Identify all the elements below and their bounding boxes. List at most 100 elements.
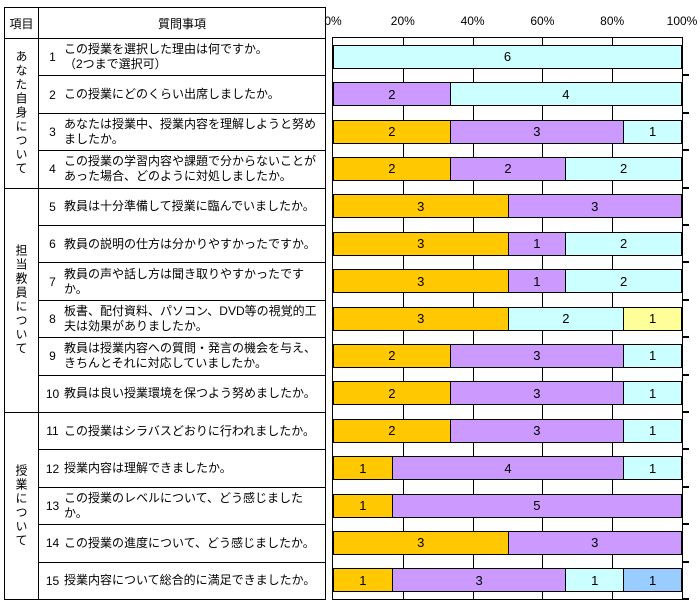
question-number: 13 [45,499,60,514]
question-row: 13 この授業のレベルについて、どう感じましたか。 [39,488,325,526]
bar-segment: 1 [334,494,392,517]
segment-value-label: 2 [388,124,396,140]
question-text: この授業を選択した理由は何ですか。 （2つまで選択可） [64,42,268,72]
segment-value-label: 2 [388,423,396,439]
bar-segment: 4 [391,457,624,480]
question-row: 2 この授業にどのくらい出席しましたか。 [39,76,325,114]
stacked-bar: 3 2 1 [333,306,682,331]
bar-segment: 1 [623,382,681,405]
bar-segment: 1 [623,344,681,367]
bar-segment: 3 [334,232,508,255]
axis-tick-label: 100% [666,14,698,28]
bar-row: 3 2 1 [333,300,682,337]
segment-value-label: 3 [417,198,425,214]
segment-value-label: 4 [562,86,570,102]
segment-value-label: 3 [475,572,483,588]
bar-segment: 3 [507,531,681,554]
question-text: 板書、配付資料、パソコン、DVD等の視覚的工夫は効果がありましたか。 [64,304,317,334]
segment-value-label: 1 [648,385,657,401]
question-row: 7 教員の声や話し方は聞き取りやすかったですか。 [39,263,325,301]
segment-value-label: 3 [533,423,541,439]
bar-row: 2 3 1 [333,375,682,412]
question-row: 3 あなたは授業中、授業内容を理解しようと努めましたか。 [39,114,325,152]
question-text: この授業の進度について、どう感じましたか。 [64,535,315,550]
bar-segment: 1 [334,457,392,480]
category-tick [683,485,689,488]
segment-value-label: 3 [417,535,425,551]
question-table: 項目 質問事項 あなた自身について 担当教員について 授業について 1 この授業を選択… [4,7,326,600]
segment-value-label: 5 [533,498,541,514]
segment-value-label: 1 [648,460,657,476]
bar-row: 1 4 1 [333,449,682,486]
bar-segment: 3 [334,270,508,293]
category-tick [683,74,689,77]
segment-value-label: 2 [388,161,396,177]
axis-tick-label: 20% [390,14,415,28]
segment-value-label: 3 [533,385,541,401]
category-tick [683,373,689,376]
question-text: 教員の説明の仕方は分かりやすかったですか。 [64,236,316,251]
segment-value-label: 1 [648,311,657,327]
bar-segment: 3 [449,120,624,143]
axis-tick-label: 80% [600,14,625,28]
bar-segment: 6 [334,45,681,68]
question-row: 8 板書、配付資料、パソコン、DVD等の視覚的工夫は効果がありましたか。 [39,301,325,339]
question-text: 教員は授業内容への質問・発言の機会を与え、きちんとそれに対応していましたか。 [64,341,317,371]
question-row: 11 この授業はシラバスどおりに行われましたか。 [39,413,325,451]
category-tick [683,598,689,600]
bar-segment: 1 [507,270,566,293]
category-tick [683,560,689,563]
stacked-bar: 6 [333,44,682,69]
bar-segment: 1 [623,120,681,143]
category-column-header: 項目 [5,8,39,38]
category-tick [683,186,689,189]
bar-segment: 3 [449,344,624,367]
segment-value-label: 3 [591,535,599,551]
segment-value-label: 3 [533,124,541,140]
segment-value-label: 3 [417,273,425,289]
bar-row: 3 1 2 [333,262,682,299]
segment-value-label: 3 [417,311,425,327]
group-column: あなた自身について 担当教員について 授業について [5,39,39,599]
bar-segment: 3 [334,531,508,554]
segment-value-label: 1 [533,236,541,252]
axis-tick-label: 0% [324,14,342,28]
bar-segment: 2 [507,307,624,330]
segment-value-label: 2 [620,273,628,289]
stacked-bar: 3 1 2 [333,231,682,256]
bar-row: 2 3 1 [333,113,682,150]
bar-row: 1 3 1 1 [333,562,682,599]
bar-segment: 2 [334,382,450,405]
segment-value-label: 3 [417,236,425,252]
bar-segment: 3 [334,307,508,330]
bar-segment: 1 [623,457,681,480]
category-tick [683,298,689,301]
bar-row: 2 2 2 [333,150,682,187]
segment-value-label: 2 [620,236,628,252]
question-row: 6 教員の説明の仕方は分かりやすかったですか。 [39,226,325,264]
bar-segment: 2 [334,419,450,442]
segment-value-label: 2 [388,385,396,401]
stacked-bar: 2 3 1 [333,343,682,368]
axis-tick-label: 60% [530,14,555,28]
question-text: 教員は良い授業環境を保つよう努めましたか。 [64,386,316,401]
questions-column: 1 この授業を選択した理由は何ですか。 （2つまで選択可） 2 この授業にどのくらい出… [39,39,325,599]
question-text: この授業はシラバスどおりに行われましたか。 [64,423,316,438]
stacked-bar: 3 1 2 [333,269,682,294]
bar-row: 2 3 1 [333,337,682,374]
question-row: 9 教員は授業内容への質問・発言の機会を与え、きちんとそれに対応していましたか。 [39,338,325,376]
question-row: 15 授業内容について総合的に満足できましたか。 [39,563,325,599]
question-number: 4 [49,162,56,177]
question-column-header: 質問事項 [157,16,206,31]
question-row: 14 この授業の進度について、どう感じましたか。 [39,525,325,563]
question-number: 1 [49,50,56,65]
question-number: 9 [49,349,56,364]
bar-row: 2 3 1 [333,412,682,449]
category-tick [683,111,689,114]
bar-segment: 3 [449,419,624,442]
bar-segment: 4 [449,83,681,106]
bar-segment: 3 [507,195,681,218]
